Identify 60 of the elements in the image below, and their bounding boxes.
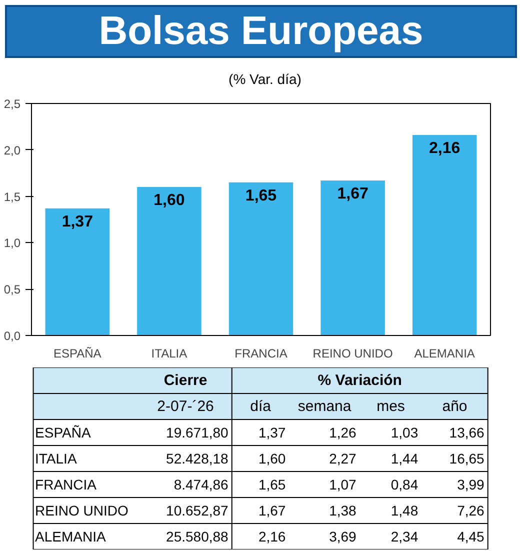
bar xyxy=(45,208,110,336)
y-tick-label: 0,5 xyxy=(4,282,21,297)
bar xyxy=(137,187,202,336)
x-tick-label: REINO UNIDO xyxy=(312,346,393,360)
category-label: ALEMANIA xyxy=(35,528,106,544)
category-label: FRANCIA xyxy=(35,476,96,492)
category-label: ITALIA xyxy=(35,450,77,466)
text: 52.428,18 xyxy=(166,450,228,466)
text: 2,27 xyxy=(329,450,356,466)
chart-subtitle: (% Var. día) xyxy=(228,71,302,87)
text: 4,45 xyxy=(457,528,484,544)
text: 1,03 xyxy=(390,424,418,440)
y-tick-label: 1,5 xyxy=(4,190,21,204)
bar xyxy=(320,180,385,336)
category-label: REINO UNIDO xyxy=(35,502,128,518)
text: 3,99 xyxy=(457,476,484,492)
category-label: año xyxy=(442,398,468,415)
text: 2,16 xyxy=(258,528,286,544)
category-label: ESPAÑA xyxy=(35,424,91,440)
bar xyxy=(228,182,294,336)
text: 1,37 xyxy=(258,424,286,440)
y-tick-label: 2,5 xyxy=(4,97,21,111)
text: Cierre xyxy=(164,372,208,389)
text: 19.671,80 xyxy=(166,424,228,440)
text: 13,66 xyxy=(449,424,484,440)
text: % Variación xyxy=(318,372,402,389)
bar xyxy=(412,135,477,336)
data-label: 1,60 xyxy=(154,192,185,210)
text: 1,44 xyxy=(390,450,418,466)
text: 16,65 xyxy=(449,450,484,466)
text: 1,48 xyxy=(390,502,418,518)
text: 1,38 xyxy=(329,502,356,518)
x-tick-label: FRANCIA xyxy=(234,346,288,360)
category-label: semana xyxy=(298,398,352,415)
category-label: día xyxy=(250,398,272,415)
text: 3,69 xyxy=(329,528,356,544)
x-tick-label: ALEMANIA xyxy=(414,346,475,360)
text: 1,60 xyxy=(258,450,286,466)
x-tick-label: ESPAÑA xyxy=(54,346,102,360)
data-label: 1,67 xyxy=(337,186,368,203)
text: 0,84 xyxy=(390,476,418,492)
text: 1,65 xyxy=(258,476,286,492)
data-label: 1,37 xyxy=(62,213,94,230)
x-tick-label: ITALIA xyxy=(151,346,188,360)
y-tick-label: 2,0 xyxy=(4,143,21,158)
text: 7,26 xyxy=(457,502,484,518)
text: 1,26 xyxy=(329,424,356,440)
text: 2,34 xyxy=(390,528,418,544)
text: 8.474,86 xyxy=(174,476,228,492)
text: 10.652,87 xyxy=(166,502,228,518)
category-label: mes xyxy=(376,398,405,415)
y-tick-label: 1,0 xyxy=(4,236,21,250)
chart-title: Bolsas Europeas xyxy=(5,5,517,58)
text: 1,67 xyxy=(258,502,286,518)
data-label: 2,16 xyxy=(429,140,460,158)
data-label: 1,65 xyxy=(245,187,277,204)
text: 25.580,88 xyxy=(166,528,228,544)
category-label: 2-07-´26 xyxy=(157,398,214,415)
text: 1,07 xyxy=(329,476,356,492)
y-tick-label: 0,0 xyxy=(4,329,21,343)
